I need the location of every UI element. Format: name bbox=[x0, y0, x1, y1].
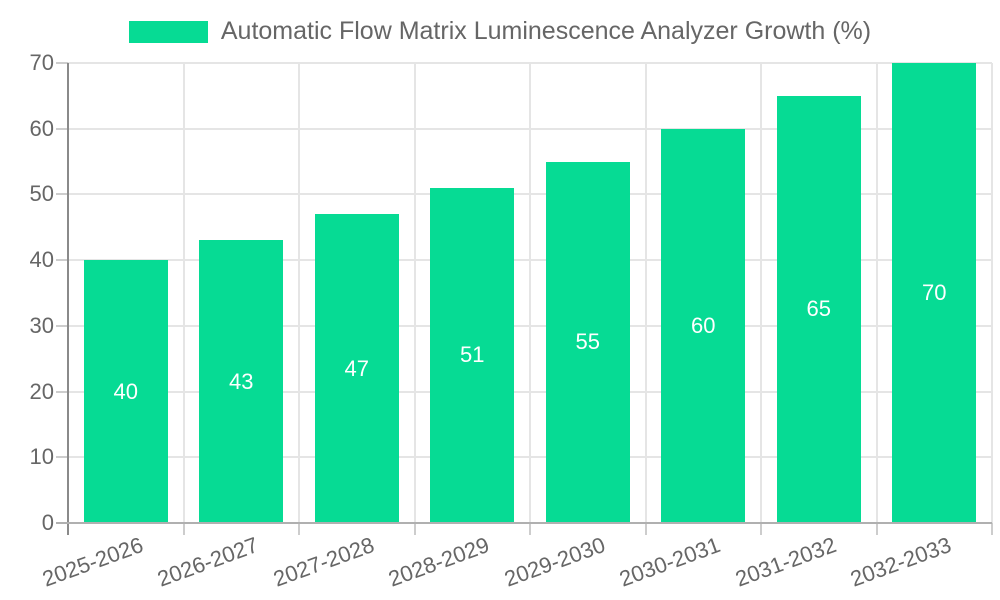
bar-value-label: 55 bbox=[575, 329, 600, 355]
y-axis-tick bbox=[56, 390, 68, 393]
x-axis-line bbox=[56, 522, 992, 524]
bar-value-label: 47 bbox=[344, 355, 369, 381]
x-tick-label: 2029-2030 bbox=[500, 532, 608, 592]
x-grid-line bbox=[875, 63, 878, 523]
x-grid-line bbox=[413, 63, 416, 523]
x-axis-tick bbox=[760, 523, 762, 535]
bar-value-label: 65 bbox=[806, 296, 831, 322]
x-tick-label: 2030-2031 bbox=[616, 532, 724, 592]
y-axis-tick bbox=[56, 456, 68, 459]
y-tick-label: 20 bbox=[29, 378, 54, 404]
legend-label: Automatic Flow Matrix Luminescence Analy… bbox=[220, 17, 872, 45]
bar bbox=[199, 240, 284, 523]
x-axis-tick bbox=[875, 523, 878, 535]
x-tick-label: 2032-2033 bbox=[847, 532, 955, 592]
bar bbox=[430, 187, 515, 523]
y-axis-tick bbox=[56, 259, 68, 262]
bar-value-label: 60 bbox=[691, 312, 716, 338]
x-axis-tick bbox=[298, 523, 300, 535]
y-tick-label: 70 bbox=[29, 50, 54, 75]
x-tick-label: 2026-2027 bbox=[154, 532, 262, 592]
x-grid-line bbox=[182, 63, 185, 523]
x-grid-line bbox=[991, 63, 993, 523]
y-axis-tick bbox=[56, 62, 68, 64]
x-tick-label: 2025-2026 bbox=[38, 532, 146, 592]
bar bbox=[83, 260, 168, 523]
bar-value-label: 43 bbox=[229, 368, 254, 394]
x-grid-line bbox=[760, 63, 762, 523]
bar-value-label: 40 bbox=[113, 378, 138, 404]
y-axis-tick bbox=[56, 127, 68, 130]
x-grid-line bbox=[298, 63, 300, 523]
x-axis-tick bbox=[413, 523, 416, 535]
bar bbox=[545, 161, 630, 523]
x-axis-tick bbox=[182, 523, 185, 535]
x-axis-tick bbox=[644, 523, 647, 535]
x-grid-line bbox=[644, 63, 647, 523]
bar bbox=[892, 63, 977, 523]
x-axis-tick bbox=[991, 523, 993, 535]
bar bbox=[314, 214, 399, 523]
y-axis-line bbox=[67, 63, 69, 535]
y-axis-tick bbox=[56, 193, 68, 196]
legend[interactable]: Automatic Flow Matrix Luminescence Analy… bbox=[0, 17, 1000, 46]
y-tick-label: 30 bbox=[29, 312, 54, 338]
y-tick-label: 0 bbox=[41, 510, 54, 535]
y-axis-tick bbox=[56, 324, 68, 327]
legend-swatch bbox=[128, 20, 208, 43]
bar bbox=[661, 128, 746, 523]
y-tick-label: 60 bbox=[29, 115, 54, 141]
x-tick-label: 2027-2028 bbox=[269, 532, 377, 592]
x-axis-tick bbox=[529, 523, 531, 535]
x-grid-line bbox=[529, 63, 531, 523]
x-tick-label: 2031-2032 bbox=[731, 532, 839, 592]
y-tick-label: 50 bbox=[29, 181, 54, 207]
x-tick-label: 2028-2029 bbox=[385, 532, 493, 592]
bar-value-label: 70 bbox=[922, 280, 947, 305]
bar-value-label: 51 bbox=[460, 342, 485, 368]
bar bbox=[776, 95, 861, 523]
y-tick-label: 40 bbox=[29, 247, 54, 273]
y-tick-label: 10 bbox=[29, 444, 54, 470]
